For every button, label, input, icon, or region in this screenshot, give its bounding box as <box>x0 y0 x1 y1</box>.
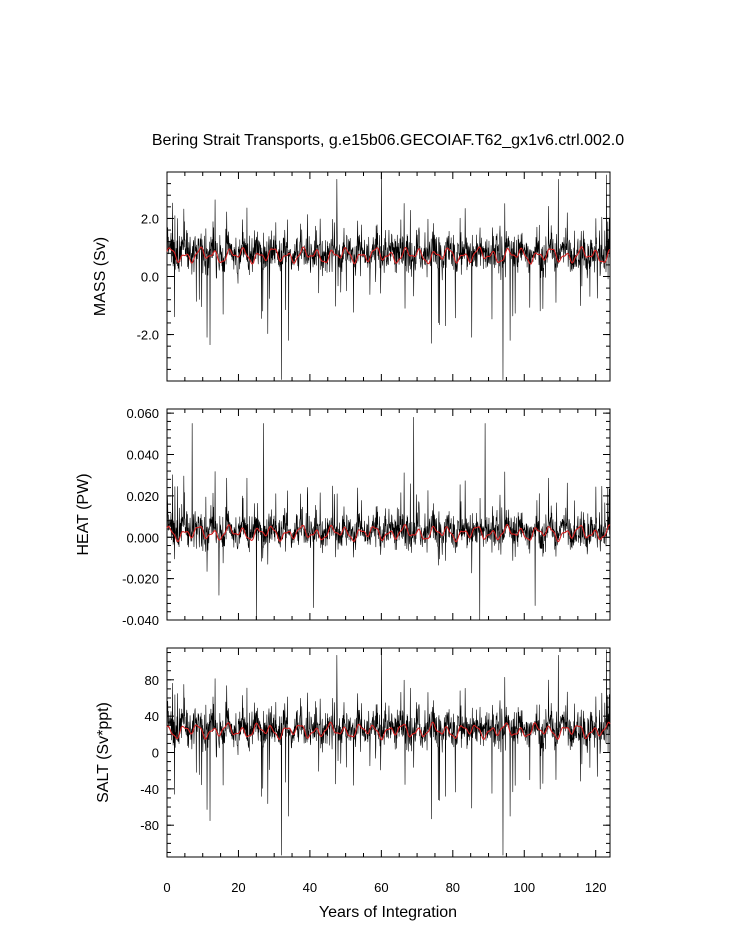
heat-plot-frame <box>166 408 611 621</box>
salt-panel: -80 -40 0 40 80 SALT (Sv*ppt) <box>95 647 611 858</box>
y-tick-label: -40 <box>140 782 159 797</box>
mass-y-axis-label: MASS (Sv) <box>92 237 109 316</box>
y-tick-label: -0.020 <box>122 572 159 587</box>
heat-panel: -0.040 -0.020 0.000 0.020 0.040 0.060 HEAT (P… <box>75 406 611 628</box>
x-tick-label: 40 <box>303 880 317 895</box>
running-mean-line <box>166 246 611 265</box>
raw-transport-line <box>166 647 611 856</box>
running-mean-line <box>166 721 611 741</box>
y-tick-label: -2.0 <box>137 328 159 343</box>
x-tick-label: 60 <box>374 880 388 895</box>
y-tick-label: 0.020 <box>126 489 159 504</box>
x-tick-label: 80 <box>446 880 460 895</box>
y-tick-label: 2.0 <box>141 211 159 226</box>
y-tick-label: 0.0 <box>141 270 159 285</box>
chart-title: Bering Strait Transports, g.e15b06.GECOI… <box>152 132 624 149</box>
y-tick-label: 0 <box>152 746 159 761</box>
raw-transport-line <box>166 171 611 380</box>
y-tick-label: 0.000 <box>126 530 159 545</box>
running-mean-line <box>166 523 611 543</box>
y-tick-label: 80 <box>145 673 159 688</box>
raw-transport-line <box>166 416 611 621</box>
y-tick-label: 40 <box>145 709 159 724</box>
y-tick-label: -80 <box>140 818 159 833</box>
heat-y-axis-label: HEAT (PW) <box>75 473 92 555</box>
x-tick-label: 20 <box>231 880 245 895</box>
x-tick-label: 0 <box>163 880 170 895</box>
y-tick-label: 0.060 <box>126 406 159 421</box>
x-tick-label: 100 <box>513 880 535 895</box>
salt-plot-frame <box>166 647 611 858</box>
salt-y-axis-label: SALT (Sv*ppt) <box>95 702 112 803</box>
x-axis-label: Years of Integration <box>319 904 457 921</box>
y-tick-label: -0.040 <box>122 613 159 628</box>
y-tick-label: 0.040 <box>126 448 159 463</box>
mass-panel: -2.0 0.0 2.0 MASS (Sv) <box>92 171 611 382</box>
x-tick-label: 120 <box>585 880 607 895</box>
